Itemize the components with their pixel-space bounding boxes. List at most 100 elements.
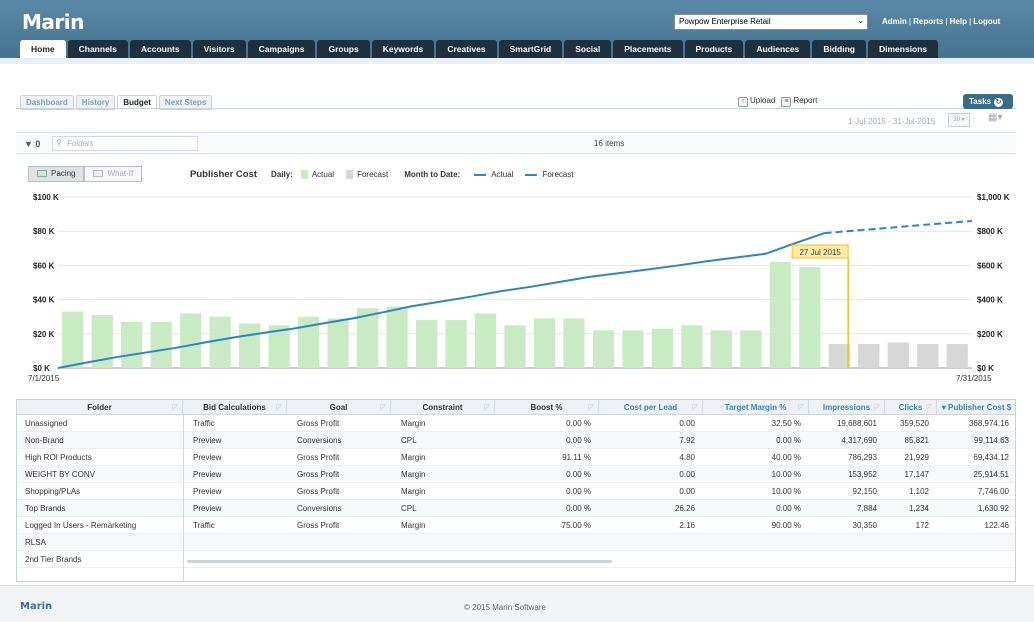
column-header[interactable]: Clicks ◸ [885, 400, 937, 415]
mtd-actual-line-swatch [474, 173, 487, 176]
table-row[interactable]: Logged In Users - Remarketing Traffic Gros… [17, 517, 1015, 534]
actual-bar [356, 308, 379, 368]
tab-audiences[interactable]: Audiences [745, 40, 811, 58]
what-if-button[interactable]: What-If [84, 166, 143, 182]
table-cell: 0.00 [679, 419, 695, 428]
column-header[interactable]: Constraint ◸ [391, 400, 495, 415]
column-filter-icon[interactable]: ◸ [380, 404, 386, 411]
table-cell: Margin [401, 487, 426, 496]
subtab-next-steps[interactable]: Next Steps [158, 95, 213, 110]
table-cell: 0.00 % [566, 504, 591, 513]
tab-smartgrid[interactable]: SmartGrid [498, 40, 563, 58]
column-header[interactable]: Boost % ◸ [495, 400, 599, 415]
table-cell: Margin [401, 453, 426, 462]
table-row[interactable]: High ROI Products Preview Gross Profit Marg… [17, 449, 1015, 466]
table-cell: 359,520 [900, 419, 929, 428]
date-range[interactable]: 1-Jul-2015 - 31-Jul-2015 [848, 117, 936, 126]
help-link[interactable]: Help [949, 17, 967, 26]
right-axis-tick: $400 K [977, 296, 1003, 305]
actual-bar [415, 320, 438, 368]
column-filter-icon[interactable]: ◸ [484, 404, 490, 411]
table-row[interactable]: Unassigned Traffic Gross Profit Margin 0.00 … [17, 415, 1015, 432]
forecast-swatch [346, 170, 354, 179]
table-row[interactable]: Top Brands Preview Conversions CPL 0.00 % 26.… [17, 500, 1015, 517]
column-filter-icon[interactable]: ◸ [926, 404, 932, 411]
column-filter-icon[interactable]: ◸ [172, 404, 178, 411]
pacing-toggle: Pacing What-If [28, 166, 143, 182]
tab-social[interactable]: Social [564, 40, 612, 58]
actual-bar [150, 321, 172, 368]
client-select[interactable]: Powpow Enterprise Retail ⌄ [674, 14, 868, 30]
subtab-budget[interactable]: Budget [117, 95, 157, 110]
pacing-button[interactable]: Pacing [28, 166, 85, 182]
forecast-bar [946, 344, 968, 368]
table-cell: Preview [193, 470, 222, 479]
actual-bar [62, 311, 84, 368]
tab-dimensions[interactable]: Dimensions [867, 40, 939, 58]
table-row[interactable]: RLSA [17, 534, 1015, 551]
table-cell: 1,630.92 [977, 504, 1009, 513]
tab-accounts[interactable]: Accounts [129, 40, 191, 58]
actual-bar [504, 325, 526, 368]
table-cell: Margin [401, 521, 426, 530]
upload-button[interactable]: ↑ Upload [738, 96, 775, 107]
tasks-button[interactable]: Tasks ↻ [963, 94, 1013, 109]
mtd-forecast-line [824, 219, 973, 235]
column-filter-icon[interactable]: ◸ [692, 404, 698, 411]
subtab-history[interactable]: History [75, 95, 116, 110]
table-cell: Gross Profit [297, 487, 340, 496]
table-row[interactable]: 2nd Tier Brands [17, 551, 1015, 568]
table-cell: RLSA [25, 538, 46, 547]
subtab-dashboard[interactable]: Dashboard [20, 95, 74, 110]
column-header[interactable]: Impressions ◸ [809, 400, 885, 415]
column-filter-icon[interactable]: ◸ [798, 404, 804, 411]
column-header[interactable]: Goal ◸ [287, 400, 391, 415]
column-filter-icon[interactable]: ◸ [276, 404, 282, 411]
table-cell: 10.00 % [771, 487, 801, 496]
tab-groups[interactable]: Groups [317, 40, 370, 58]
reports-link[interactable]: Reports [913, 17, 944, 26]
tab-products[interactable]: Products [684, 40, 744, 58]
calendar-icon[interactable]: 30 ▾ [948, 113, 970, 127]
folders-search-input[interactable]: ⚲ Folders [52, 136, 198, 151]
table-row[interactable]: Shopping/PLAs Preview Gross Profit Margin 0.… [17, 483, 1015, 500]
right-axis-tick: $600 K [977, 261, 1003, 270]
tab-channels[interactable]: Channels [67, 40, 128, 58]
right-axis-tick: $1,000 K [977, 193, 1010, 202]
table-row[interactable]: Non-Brand Preview Conversions CPL 0.00 % 7.92… [17, 432, 1015, 449]
column-filter-icon[interactable]: ◸ [588, 404, 594, 411]
column-filter-icon[interactable]: ◸ [874, 404, 880, 411]
column-header[interactable]: Folder ◸ [17, 400, 183, 415]
column-header[interactable]: ▾ Publisher Cost $ [937, 400, 1015, 415]
sub-tabs: Dashboard History Budget Next Steps [20, 95, 213, 110]
admin-link[interactable]: Admin [882, 17, 907, 26]
table-cell: 0.00 % [566, 470, 591, 479]
column-chooser-icon[interactable]: ▦▾ [988, 112, 1003, 123]
actual-bar [651, 328, 674, 368]
chart-legend: Publisher Cost Daily: Actual Forecast Mo… [190, 169, 586, 180]
horizontal-scrollbar[interactable] [187, 560, 612, 563]
tab-keywords[interactable]: Keywords [371, 40, 435, 58]
marin-logo[interactable]: Marin [22, 10, 84, 34]
actual-swatch [300, 170, 308, 179]
tab-home[interactable]: Home [20, 40, 66, 59]
table-cell: Margin [401, 419, 426, 428]
table-cell: Gross Profit [297, 453, 340, 462]
column-header[interactable]: Bid Calculations ◸ [183, 400, 287, 415]
tab-creatives[interactable]: Creatives [436, 40, 497, 58]
tab-placements[interactable]: Placements [613, 40, 683, 58]
date-marker-box [791, 244, 849, 259]
table-row[interactable]: WEIGHT BY CONV Preview Gross Profit Margin 0… [17, 466, 1015, 483]
logout-link[interactable]: Logout [973, 17, 1001, 26]
actual-bar [681, 325, 703, 368]
table-cell: 10.00 % [771, 470, 801, 479]
actual-bar [209, 316, 231, 368]
tab-visitors[interactable]: Visitors [192, 40, 246, 58]
column-header[interactable]: Target Margin % ◸ [703, 400, 809, 415]
filter-icon[interactable]: ▼ 0 [24, 139, 41, 149]
column-header[interactable]: Cost per Lead ◸ [599, 400, 703, 415]
table-cell [937, 551, 1009, 568]
tab-campaigns[interactable]: Campaigns [247, 40, 316, 58]
tab-bidding[interactable]: Bidding [812, 40, 866, 58]
report-button[interactable]: ≡ Report [781, 96, 817, 107]
